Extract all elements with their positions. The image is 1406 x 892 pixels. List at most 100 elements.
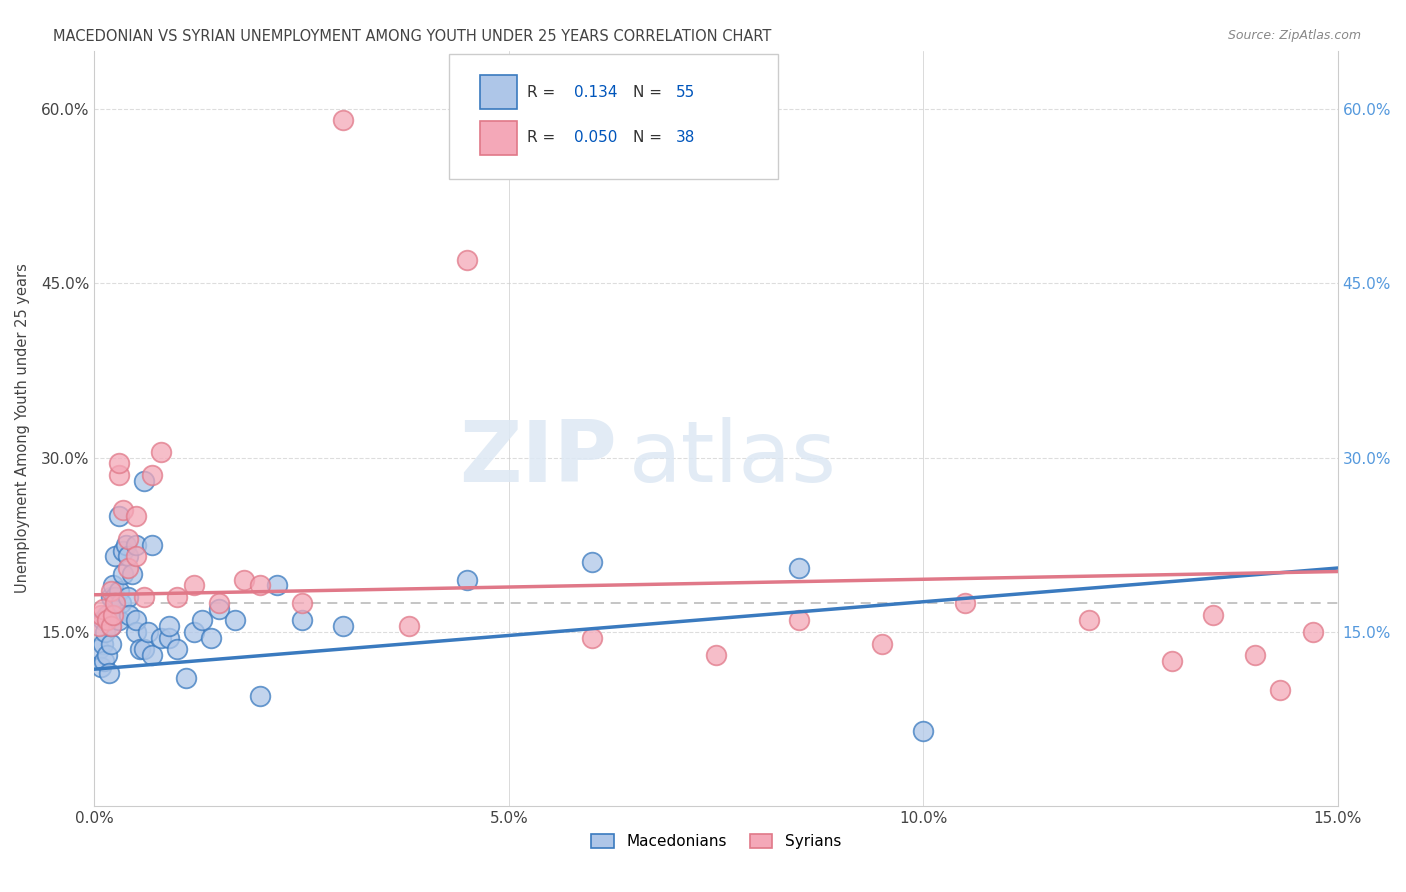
- Text: 55: 55: [676, 85, 696, 100]
- Point: [91, 601, 114, 615]
- Point: [1243, 648, 1265, 663]
- Text: MACEDONIAN VS SYRIAN UNEMPLOYMENT AMONG YOUTH UNDER 25 YEARS CORRELATION CHART: MACEDONIAN VS SYRIAN UNEMPLOYMENT AMONG …: [53, 29, 772, 44]
- Point: [581, 631, 603, 645]
- Point: [112, 503, 135, 517]
- Point: [134, 642, 156, 657]
- Point: [117, 561, 139, 575]
- Point: [787, 613, 810, 627]
- Point: [1078, 613, 1101, 627]
- Point: [129, 642, 152, 657]
- Point: [704, 648, 727, 663]
- Point: [1160, 654, 1182, 668]
- Point: [96, 607, 118, 622]
- Point: [100, 619, 122, 633]
- Point: [125, 613, 148, 627]
- Point: [110, 596, 132, 610]
- Point: [1268, 683, 1291, 698]
- Point: [91, 637, 114, 651]
- Point: [98, 665, 121, 680]
- Point: [108, 508, 131, 523]
- Point: [134, 474, 156, 488]
- Point: [125, 538, 148, 552]
- Point: [104, 596, 127, 610]
- Point: [581, 555, 603, 569]
- Point: [912, 723, 935, 738]
- Point: [232, 573, 254, 587]
- Point: [108, 613, 131, 627]
- Text: atlas: atlas: [628, 417, 837, 500]
- Text: R =: R =: [527, 85, 560, 100]
- Point: [125, 549, 148, 564]
- Point: [1302, 624, 1324, 639]
- Point: [93, 654, 115, 668]
- Point: [200, 631, 222, 645]
- Point: [870, 637, 893, 651]
- Point: [101, 578, 124, 592]
- Point: [101, 607, 124, 622]
- Text: 0.134: 0.134: [574, 85, 617, 100]
- Point: [183, 578, 205, 592]
- Point: [108, 468, 131, 483]
- Point: [96, 613, 118, 627]
- Point: [208, 601, 231, 615]
- Point: [166, 642, 188, 657]
- Point: [100, 619, 122, 633]
- Point: [121, 566, 143, 581]
- Point: [291, 613, 314, 627]
- Point: [149, 444, 172, 458]
- Point: [149, 631, 172, 645]
- Point: [398, 619, 420, 633]
- Legend: Macedonians, Syrians: Macedonians, Syrians: [585, 828, 848, 855]
- Point: [104, 549, 127, 564]
- Point: [141, 468, 163, 483]
- Point: [118, 607, 141, 622]
- Point: [138, 624, 160, 639]
- Point: [134, 590, 156, 604]
- Point: [249, 578, 271, 592]
- Point: [100, 590, 122, 604]
- Point: [332, 619, 354, 633]
- Point: [117, 590, 139, 604]
- Point: [104, 607, 127, 622]
- Point: [87, 642, 110, 657]
- Point: [787, 561, 810, 575]
- Point: [90, 660, 112, 674]
- Point: [108, 457, 131, 471]
- Point: [96, 648, 118, 663]
- Text: N =: N =: [633, 130, 666, 145]
- Text: 0.050: 0.050: [574, 130, 617, 145]
- Text: Source: ZipAtlas.com: Source: ZipAtlas.com: [1227, 29, 1361, 42]
- Point: [125, 624, 148, 639]
- Point: [104, 590, 127, 604]
- Point: [100, 584, 122, 599]
- Point: [91, 613, 114, 627]
- Point: [94, 624, 117, 639]
- Y-axis label: Unemployment Among Youth under 25 years: Unemployment Among Youth under 25 years: [15, 263, 30, 593]
- Text: ZIP: ZIP: [458, 417, 617, 500]
- Point: [112, 543, 135, 558]
- Point: [157, 619, 180, 633]
- Point: [1202, 607, 1225, 622]
- Point: [183, 624, 205, 639]
- Point: [108, 584, 131, 599]
- Point: [90, 607, 112, 622]
- Point: [953, 596, 976, 610]
- Point: [456, 252, 478, 267]
- Point: [100, 637, 122, 651]
- Point: [191, 613, 214, 627]
- Point: [141, 648, 163, 663]
- Point: [87, 619, 110, 633]
- Point: [291, 596, 314, 610]
- Point: [249, 689, 271, 703]
- Text: 38: 38: [676, 130, 696, 145]
- Point: [266, 578, 288, 592]
- Point: [157, 631, 180, 645]
- Point: [101, 607, 124, 622]
- Point: [141, 538, 163, 552]
- Point: [208, 596, 231, 610]
- Point: [117, 532, 139, 546]
- Point: [117, 549, 139, 564]
- Point: [332, 113, 354, 128]
- Point: [174, 672, 197, 686]
- Point: [115, 538, 138, 552]
